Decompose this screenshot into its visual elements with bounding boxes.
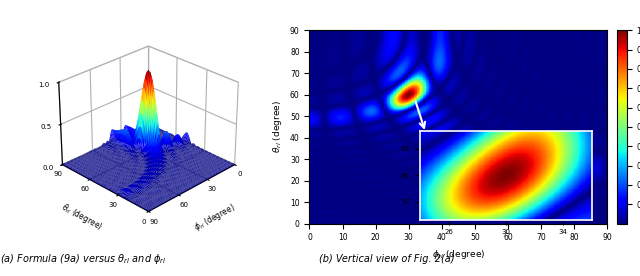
Text: (a) Formula (9a) versus $\theta_{rl}$ and $\phi_{rl}$: (a) Formula (9a) versus $\theta_{rl}$ an… (0, 252, 166, 266)
Text: (b) Vertical view of Fig. 2(a): (b) Vertical view of Fig. 2(a) (319, 254, 455, 264)
Y-axis label: $\theta_{rl}$ (degree): $\theta_{rl}$ (degree) (271, 100, 284, 153)
Y-axis label: $\theta_{rl}$ (degree): $\theta_{rl}$ (degree) (60, 201, 106, 234)
X-axis label: $\phi_{rl}$ (degree): $\phi_{rl}$ (degree) (191, 201, 238, 234)
X-axis label: $\phi_{rl}$ (degree): $\phi_{rl}$ (degree) (432, 248, 485, 261)
